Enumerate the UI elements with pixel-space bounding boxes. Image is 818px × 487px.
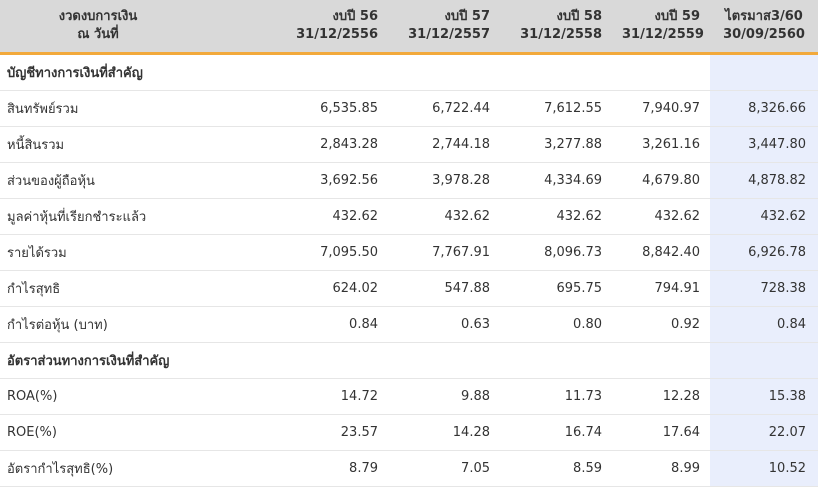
value-cell: 17.64 [612,414,710,451]
period-name: งบปี 59 [654,9,700,24]
value-cell: 0.92 [612,306,710,343]
value-cell: 7,095.50 [166,234,388,271]
value-cell-highlight: 8,326.66 [710,90,818,127]
row-label: ROA(%) [0,378,166,415]
value-cell: 2,744.18 [388,126,500,163]
value-cell-highlight: 0.84 [710,306,818,343]
period-header-fy58: งบปี 58 31/12/2558 [500,0,612,55]
value-cell-highlight: 10.52 [710,450,818,487]
value-cell-highlight: 728.38 [710,270,818,307]
table-row-net-profit-margin: อัตรากำไรสุทธิ(%) 8.79 7.05 8.59 8.99 10… [0,450,818,487]
value-cell: 0.63 [388,306,500,343]
row-label: ส่วนของผู้ถือหุ้น [0,162,166,199]
value-cell: 432.62 [166,198,388,235]
period-name: ไตรมาส3/60 [725,9,803,24]
value-cell: 11.73 [500,378,612,415]
value-cell: 624.02 [166,270,388,307]
value-cell: 16.74 [500,414,612,451]
row-label: มูลค่าหุ้นที่เรียกชำระแล้ว [0,198,166,235]
table-row-net-profit: กำไรสุทธิ 624.02 547.88 695.75 794.91 72… [0,270,818,307]
value-cell: 432.62 [500,198,612,235]
table-row-roe: ROE(%) 23.57 14.28 16.74 17.64 22.07 [0,414,818,451]
highlight-cell [710,53,818,91]
row-label: ROE(%) [0,414,166,451]
value-cell: 14.28 [388,414,500,451]
table-row-total-revenue: รายได้รวม 7,095.50 7,767.91 8,096.73 8,8… [0,234,818,271]
row-label: รายได้รวม [0,234,166,271]
table-row-paid-up-capital: มูลค่าหุ้นที่เรียกชำระแล้ว 432.62 432.62… [0,198,818,235]
value-cell: 432.62 [612,198,710,235]
row-label: อัตรากำไรสุทธิ(%) [0,450,166,487]
period-header-fy59: งบปี 59 31/12/2559 [612,0,710,55]
value-cell: 432.62 [388,198,500,235]
table-row-eps: กำไรต่อหุ้น (บาท) 0.84 0.63 0.80 0.92 0.… [0,306,818,343]
table-row-shareholders-equity: ส่วนของผู้ถือหุ้น 3,692.56 3,978.28 4,33… [0,162,818,199]
value-cell: 6,722.44 [388,90,500,127]
value-cell: 8.79 [166,450,388,487]
value-cell: 8.99 [612,450,710,487]
value-cell: 14.72 [166,378,388,415]
table-header: งวดงบการเงิน ณ วันที่ งบปี 56 31/12/2556… [0,0,818,55]
value-cell-highlight: 3,447.80 [710,126,818,163]
section-row-financial-accounts: บัญชีทางการเงินที่สำคัญ [0,53,818,91]
period-label-header: งวดงบการเงิน ณ วันที่ [0,0,166,55]
value-cell: 8,096.73 [500,234,612,271]
section-title: อัตราส่วนทางการเงินที่สำคัญ [0,342,710,379]
highlight-cell [710,342,818,379]
value-cell: 4,679.80 [612,162,710,199]
table-row-roa: ROA(%) 14.72 9.88 11.73 12.28 15.38 [0,378,818,415]
value-cell: 7.05 [388,450,500,487]
value-cell: 6,535.85 [166,90,388,127]
value-cell: 2,843.28 [166,126,388,163]
value-cell: 794.91 [612,270,710,307]
period-name: งบปี 57 [444,9,490,24]
row-label: กำไรสุทธิ [0,270,166,307]
value-cell: 23.57 [166,414,388,451]
value-cell: 7,767.91 [388,234,500,271]
period-header-q3-60: ไตรมาส3/60 30/09/2560 [710,0,818,55]
period-name: งบปี 56 [332,9,378,24]
value-cell-highlight: 6,926.78 [710,234,818,271]
period-date: 31/12/2559 [622,27,704,42]
value-cell: 4,334.69 [500,162,612,199]
value-cell: 3,978.28 [388,162,500,199]
period-date: 31/12/2558 [520,27,602,42]
row-label: สินทรัพย์รวม [0,90,166,127]
table-row-total-liabilities: หนี้สินรวม 2,843.28 2,744.18 3,277.88 3,… [0,126,818,163]
value-cell: 3,277.88 [500,126,612,163]
value-cell: 0.80 [500,306,612,343]
section-row-financial-ratios: อัตราส่วนทางการเงินที่สำคัญ [0,342,818,379]
table-body: บัญชีทางการเงินที่สำคัญ สินทรัพย์รวม 6,5… [0,53,818,487]
period-header-fy57: งบปี 57 31/12/2557 [388,0,500,55]
section-title: บัญชีทางการเงินที่สำคัญ [0,53,710,91]
value-cell: 0.84 [166,306,388,343]
value-cell: 695.75 [500,270,612,307]
value-cell-highlight: 4,878.82 [710,162,818,199]
period-label-line1: งวดงบการเงิน [58,9,138,24]
period-header-fy56: งบปี 56 31/12/2556 [166,0,388,55]
value-cell-highlight: 22.07 [710,414,818,451]
row-label: หนี้สินรวม [0,126,166,163]
period-date: 30/09/2560 [723,27,805,42]
value-cell: 7,940.97 [612,90,710,127]
value-cell: 12.28 [612,378,710,415]
value-cell: 547.88 [388,270,500,307]
value-cell: 9.88 [388,378,500,415]
header-row: งวดงบการเงิน ณ วันที่ งบปี 56 31/12/2556… [0,0,818,55]
value-cell: 8,842.40 [612,234,710,271]
period-date: 31/12/2557 [408,27,490,42]
value-cell-highlight: 432.62 [710,198,818,235]
value-cell: 7,612.55 [500,90,612,127]
table-row-total-assets: สินทรัพย์รวม 6,535.85 6,722.44 7,612.55 … [0,90,818,127]
value-cell: 3,261.16 [612,126,710,163]
value-cell-highlight: 15.38 [710,378,818,415]
value-cell: 8.59 [500,450,612,487]
period-label-line2: ณ วันที่ [77,27,119,42]
period-date: 31/12/2556 [296,27,378,42]
row-label: กำไรต่อหุ้น (บาท) [0,306,166,343]
value-cell: 3,692.56 [166,162,388,199]
period-name: งบปี 58 [556,9,602,24]
